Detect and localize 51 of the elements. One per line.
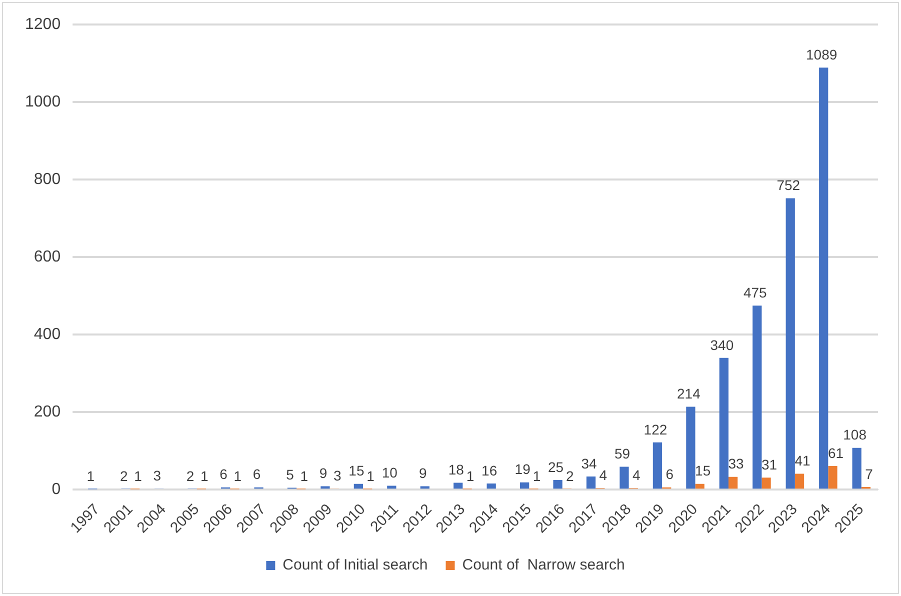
data-label: 6	[666, 466, 674, 482]
data-label: 6	[252, 466, 261, 482]
data-label: 59	[614, 446, 630, 462]
data-label: 33	[728, 456, 744, 472]
y-tick-label: 1200	[25, 16, 61, 34]
data-label: 19	[514, 461, 531, 478]
y-tick-label: 1000	[25, 94, 61, 111]
data-label: 1089	[806, 46, 838, 62]
data-label: 25	[548, 458, 564, 475]
data-label: 4	[632, 466, 640, 483]
legend-label: Count of Narrow search	[462, 556, 625, 574]
data-label: 475	[743, 284, 768, 300]
data-label: 9	[319, 465, 328, 482]
data-label: 34	[581, 455, 598, 472]
data-label: 1	[532, 468, 541, 484]
data-label: 6	[220, 466, 228, 482]
data-label: 108	[843, 426, 867, 443]
data-label: 1	[134, 468, 142, 484]
data-label: 122	[644, 421, 668, 438]
data-label: 2	[566, 468, 574, 484]
data-label: 1	[366, 468, 375, 484]
data-label: 214	[677, 386, 701, 402]
data-label: 5	[286, 466, 294, 483]
data-label: 1	[466, 468, 474, 484]
y-tick-label: 400	[34, 326, 61, 344]
data-label: 1	[234, 468, 242, 484]
data-label: 16	[482, 462, 498, 478]
data-label: 15	[695, 462, 711, 479]
data-label: 1	[200, 468, 209, 484]
data-label: 15	[348, 462, 364, 479]
data-label: 41	[794, 452, 810, 469]
data-label: 61	[828, 444, 844, 461]
y-tick-label: 0	[52, 481, 61, 498]
data-label: 2	[120, 468, 128, 484]
data-label: 752	[776, 177, 800, 194]
y-tick-label: 600	[34, 248, 61, 266]
data-label: 340	[710, 336, 734, 353]
data-label: 1	[300, 468, 308, 484]
data-label: 7	[865, 466, 874, 482]
data-label: 18	[448, 462, 464, 478]
data-label: 4	[599, 466, 608, 483]
data-label: 3	[153, 467, 162, 484]
legend-label: Count of Initial search	[282, 556, 428, 574]
y-tick-label: 200	[34, 404, 61, 421]
data-label: 1	[86, 468, 95, 484]
y-tick-label: 800	[34, 171, 61, 188]
data-label: 3	[333, 467, 342, 484]
data-label: 2	[186, 468, 194, 484]
data-label: 31	[761, 456, 778, 473]
data-label: 9	[418, 465, 427, 482]
data-label: 10	[382, 464, 398, 481]
